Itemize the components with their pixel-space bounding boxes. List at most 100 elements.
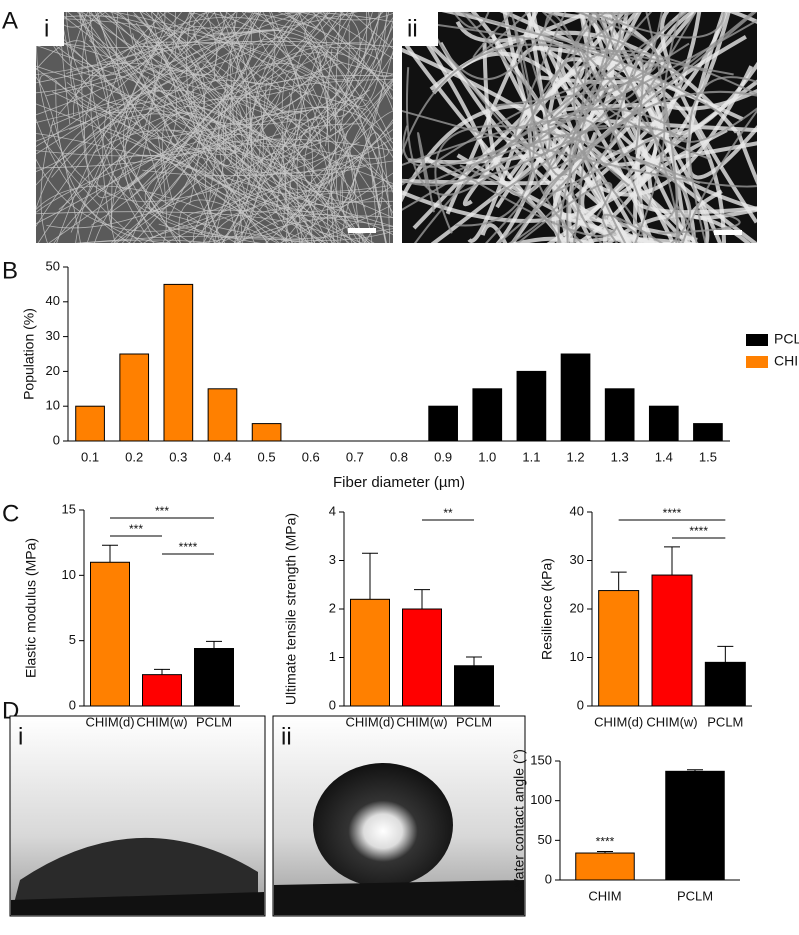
y-tick-label: 30 bbox=[46, 328, 60, 343]
fiber bbox=[414, 107, 671, 243]
error-bar bbox=[362, 552, 378, 600]
fiber bbox=[69, 12, 254, 130]
legend-swatch bbox=[746, 334, 768, 346]
fiber bbox=[127, 12, 365, 219]
fiber bbox=[319, 83, 385, 243]
x-tick-label: PCLM bbox=[677, 888, 713, 903]
fiber bbox=[36, 185, 279, 243]
fiber bbox=[580, 12, 642, 15]
fiber bbox=[39, 12, 208, 77]
fiber bbox=[281, 70, 328, 217]
sem-image-ii bbox=[402, 12, 757, 243]
fiber bbox=[166, 12, 368, 102]
x-tick-label: CHIM(d) bbox=[345, 714, 394, 729]
fiber bbox=[256, 12, 276, 143]
x-tick-label: 1.3 bbox=[611, 449, 629, 464]
fiber bbox=[484, 12, 609, 243]
fiber bbox=[264, 80, 393, 243]
bar bbox=[402, 608, 442, 707]
fiber bbox=[279, 172, 393, 243]
fiber bbox=[70, 12, 202, 113]
fiber bbox=[66, 82, 357, 213]
x-tick-label: 1.5 bbox=[699, 449, 717, 464]
x-tick-label: 0.2 bbox=[125, 449, 143, 464]
fiber bbox=[280, 110, 393, 232]
fiber bbox=[187, 209, 393, 243]
legend-label: PCLM bbox=[774, 331, 799, 347]
y-axis-label: Resilience (kPa) bbox=[539, 558, 555, 660]
fiber bbox=[601, 213, 664, 243]
fiber bbox=[55, 80, 225, 243]
fiber bbox=[143, 176, 304, 243]
fiber bbox=[560, 57, 757, 243]
x-tick-label: 0.5 bbox=[258, 449, 276, 464]
y-tick-label: 1 bbox=[329, 649, 336, 664]
sem-image-i bbox=[5, 0, 440, 333]
x-tick-label: 0.4 bbox=[213, 449, 231, 464]
fiber bbox=[214, 89, 314, 243]
fiber bbox=[236, 12, 341, 85]
bar bbox=[665, 770, 725, 881]
y-tick-label: 5 bbox=[69, 632, 76, 647]
fiber bbox=[202, 12, 382, 113]
x-tick-label: CHIM(w) bbox=[136, 714, 187, 729]
fiber bbox=[13, 27, 35, 278]
fiber bbox=[524, 12, 608, 243]
fiber bbox=[66, 62, 393, 188]
fiber bbox=[192, 128, 393, 243]
y-tick-label: 50 bbox=[538, 832, 552, 847]
fiber bbox=[681, 109, 757, 243]
fiber bbox=[461, 12, 644, 237]
fiber bbox=[516, 181, 613, 243]
fiber bbox=[219, 12, 264, 243]
fiber bbox=[57, 12, 297, 146]
fiber bbox=[36, 76, 81, 243]
fiber bbox=[193, 12, 316, 39]
fiber bbox=[36, 113, 293, 243]
fiber bbox=[587, 12, 725, 39]
x-tick-label: 1.2 bbox=[566, 449, 584, 464]
fiber bbox=[408, 12, 424, 14]
bar bbox=[163, 283, 194, 442]
fiber bbox=[144, 19, 252, 90]
fiber bbox=[249, 12, 366, 177]
fiber bbox=[118, 157, 179, 243]
fiber bbox=[73, 40, 393, 117]
bar bbox=[454, 665, 494, 707]
fiber bbox=[89, 12, 182, 243]
bar bbox=[648, 405, 679, 442]
fiber bbox=[330, 52, 393, 131]
fiber bbox=[104, 12, 308, 243]
fiber bbox=[254, 12, 393, 194]
y-tick-label: 0 bbox=[69, 697, 76, 712]
fiber bbox=[110, 0, 423, 2]
fiber bbox=[277, 17, 393, 154]
bar bbox=[350, 598, 390, 707]
fiber bbox=[36, 20, 215, 243]
fiber bbox=[166, 268, 412, 312]
panel-label: B bbox=[2, 257, 18, 284]
fiber bbox=[645, 12, 679, 243]
fiber bbox=[402, 12, 622, 211]
fiber bbox=[78, 12, 159, 69]
panel-label: A bbox=[2, 7, 18, 34]
fiber bbox=[79, 280, 440, 333]
y-tick-label: 0 bbox=[577, 697, 584, 712]
error-bar bbox=[610, 571, 627, 591]
y-tick-label: 3 bbox=[329, 552, 336, 567]
x-tick-label: PCLM bbox=[707, 714, 743, 729]
fiber bbox=[36, 117, 131, 243]
x-tick-label: PCLM bbox=[456, 714, 492, 729]
fiber bbox=[238, 12, 353, 243]
image-label: ii bbox=[281, 723, 292, 750]
scale-bar bbox=[348, 228, 376, 233]
fiber bbox=[88, 12, 356, 243]
y-tick-label: 10 bbox=[46, 398, 60, 413]
fiber bbox=[74, 239, 212, 243]
fiber bbox=[526, 12, 561, 243]
bar bbox=[704, 661, 746, 707]
fiber bbox=[5, 0, 149, 12]
fiber bbox=[164, 24, 393, 243]
fiber bbox=[402, 19, 673, 187]
fiber bbox=[36, 40, 113, 223]
